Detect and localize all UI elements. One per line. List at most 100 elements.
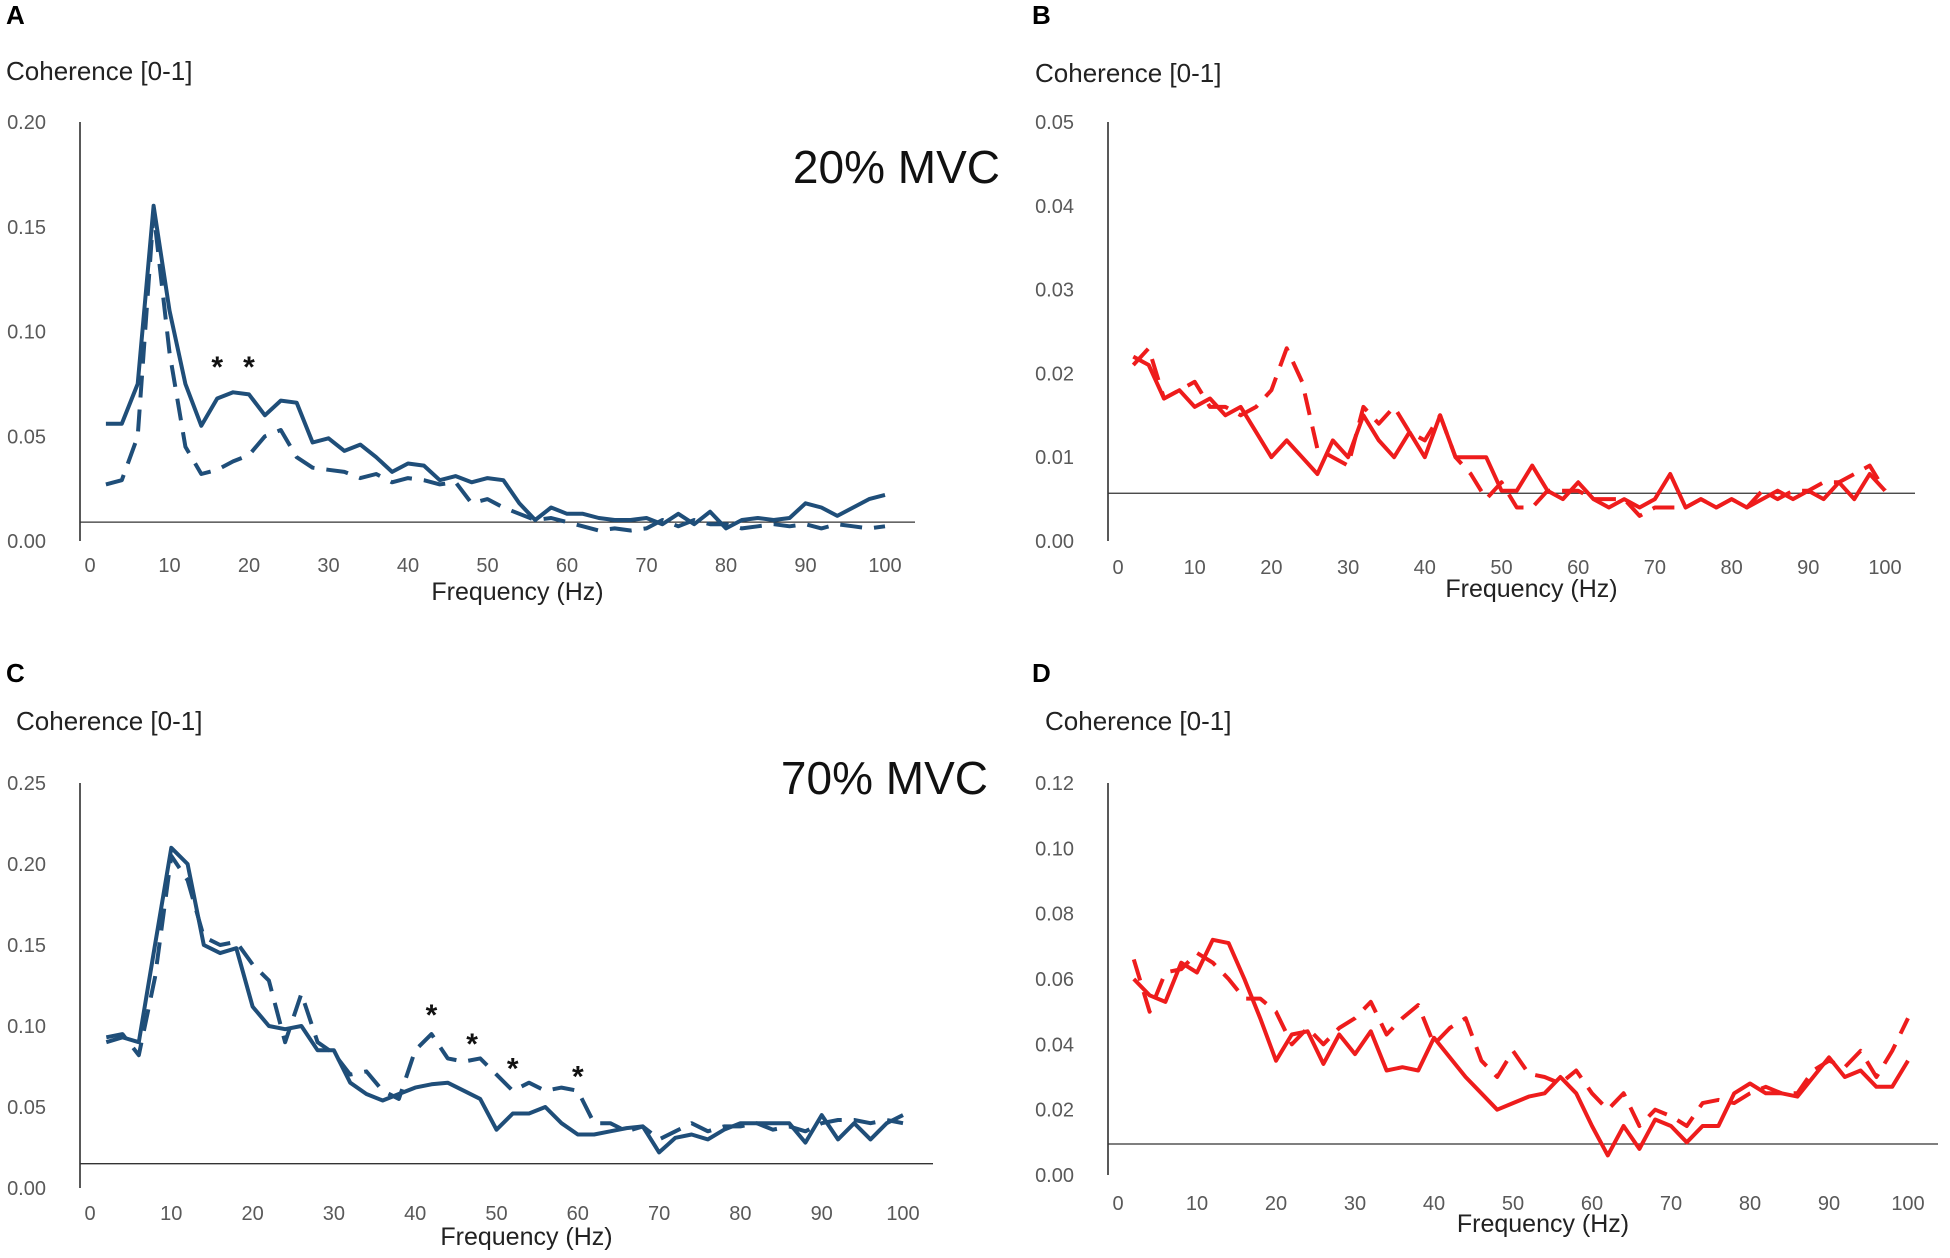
x-tick-label: 20 [238, 555, 260, 577]
x-tick-label: 90 [794, 555, 816, 577]
y-tick-label: 0.00 [1035, 1165, 1074, 1187]
x-tick-label: 20 [1260, 557, 1282, 579]
x-tick-label: 60 [1567, 557, 1589, 579]
x-tick-label: 30 [1344, 1193, 1366, 1215]
x-tick-label: 100 [1868, 557, 1901, 579]
x-tick-label: 80 [1739, 1193, 1761, 1215]
y-tick-label: 0.15 [7, 217, 46, 239]
x-tick-label: 90 [811, 1203, 833, 1225]
x-tick-label: 90 [1818, 1193, 1840, 1215]
x-tick-label: 90 [1797, 557, 1819, 579]
x-tick-label: 80 [715, 555, 737, 577]
y-tick-label: 0.00 [7, 531, 46, 553]
x-tick-label: 40 [404, 1203, 426, 1225]
panel-d: D Coherence [0-1] 0.00 0.02 0.04 0.06 0.08 0.10… [1032, 658, 1938, 1238]
x-tick-label: 100 [886, 1203, 919, 1225]
significance-marker: * [466, 1028, 478, 1061]
x-axis-title: Frequency (Hz) [1457, 1210, 1629, 1238]
x-tick-label: 40 [1414, 557, 1436, 579]
x-tick-label: 20 [1265, 1193, 1287, 1215]
x-tick-label: 70 [635, 555, 657, 577]
panel-a: A Coherence [0-1] 0.00 0.05 0.10 0.15 0.20 0 10 2… [6, 0, 1000, 606]
y-tick-label: 0.05 [7, 426, 46, 448]
y-tick-label: 0.05 [7, 1097, 46, 1119]
x-tick-label: 60 [567, 1203, 589, 1225]
significance-marker: * [211, 351, 223, 384]
y-tick-label: 0.20 [7, 854, 46, 876]
x-tick-label: 40 [397, 555, 419, 577]
x-tick-label: 0 [1112, 557, 1123, 579]
significance-marker: * [507, 1053, 519, 1086]
series-line-solid [1132, 354, 1887, 510]
x-tick-label: 30 [1337, 557, 1359, 579]
x-tick-label: 0 [84, 1203, 95, 1225]
x-tick-label: 50 [1502, 1193, 1524, 1215]
y-axis-title: Coherence [0-1] [16, 706, 202, 736]
panel-c: C Coherence [0-1] 0.00 0.05 0.10 0.15 0.20 0.25… [6, 658, 988, 1251]
series-line-dashed [1131, 950, 1910, 1128]
x-tick-label: 70 [1660, 1193, 1682, 1215]
series-line-dashed [105, 853, 904, 1142]
series-line-solid [105, 845, 904, 1155]
x-axis-title: Frequency (Hz) [440, 1223, 612, 1251]
y-tick-label: 0.25 [7, 773, 46, 795]
y-tick-label: 0.06 [1035, 969, 1074, 991]
series-line-solid [1132, 937, 1910, 1158]
y-tick-label: 0.03 [1035, 280, 1074, 302]
x-tick-label: 0 [1112, 1193, 1123, 1215]
panel-letter: C [6, 658, 25, 688]
condition-label: 20% MVC [793, 141, 1000, 193]
x-tick-label: 100 [868, 555, 901, 577]
y-tick-label: 0.10 [7, 322, 46, 344]
y-axis-title: Coherence [0-1] [1045, 706, 1231, 736]
y-tick-label: 0.00 [7, 1178, 46, 1200]
x-tick-label: 50 [1490, 557, 1512, 579]
y-tick-label: 0.10 [7, 1016, 46, 1038]
y-tick-label: 0.01 [1035, 447, 1074, 469]
x-axis-title: Frequency (Hz) [1445, 575, 1617, 603]
series-line-dashed [1131, 346, 1887, 518]
y-tick-label: 0.15 [7, 935, 46, 957]
y-tick-label: 0.10 [1035, 838, 1074, 860]
x-tick-label: 40 [1423, 1193, 1445, 1215]
series-line-dashed [105, 210, 886, 533]
significance-marker: * [572, 1061, 584, 1094]
x-tick-label: 70 [648, 1203, 670, 1225]
x-tick-label: 10 [160, 1203, 182, 1225]
panel-letter: A [6, 0, 25, 30]
y-axis-title: Coherence [0-1] [1035, 58, 1221, 88]
panel-b: B Coherence [0-1] 0.00 0.01 0.02 0.03 0.04 0.05… [1032, 0, 1915, 603]
x-tick-label: 100 [1891, 1193, 1924, 1215]
x-tick-label: 10 [1186, 1193, 1208, 1215]
significance-marker: * [426, 999, 438, 1032]
y-tick-label: 0.02 [1035, 1100, 1074, 1122]
y-tick-label: 0.02 [1035, 363, 1074, 385]
x-tick-label: 80 [1720, 557, 1742, 579]
series-line-solid [105, 203, 886, 531]
panel-letter: D [1032, 658, 1051, 688]
x-tick-label: 50 [476, 555, 498, 577]
y-tick-label: 0.04 [1035, 196, 1074, 218]
y-axis-title: Coherence [0-1] [6, 56, 192, 86]
condition-label: 70% MVC [781, 752, 988, 804]
x-axis-title: Frequency (Hz) [431, 578, 603, 606]
x-tick-label: 70 [1644, 557, 1666, 579]
x-tick-label: 80 [729, 1203, 751, 1225]
x-tick-label: 60 [1581, 1193, 1603, 1215]
x-tick-label: 30 [323, 1203, 345, 1225]
x-tick-label: 10 [158, 555, 180, 577]
x-tick-label: 60 [556, 555, 578, 577]
x-tick-label: 30 [317, 555, 339, 577]
y-tick-label: 0.08 [1035, 904, 1074, 926]
significance-marker: * [243, 351, 255, 384]
x-tick-label: 50 [485, 1203, 507, 1225]
panel-letter: B [1032, 0, 1051, 30]
x-tick-label: 20 [241, 1203, 263, 1225]
y-tick-label: 0.05 [1035, 112, 1074, 134]
x-tick-label: 10 [1184, 557, 1206, 579]
y-tick-label: 0.20 [7, 112, 46, 134]
x-tick-label: 0 [84, 555, 95, 577]
y-tick-label: 0.04 [1035, 1034, 1074, 1056]
y-tick-label: 0.00 [1035, 531, 1074, 553]
